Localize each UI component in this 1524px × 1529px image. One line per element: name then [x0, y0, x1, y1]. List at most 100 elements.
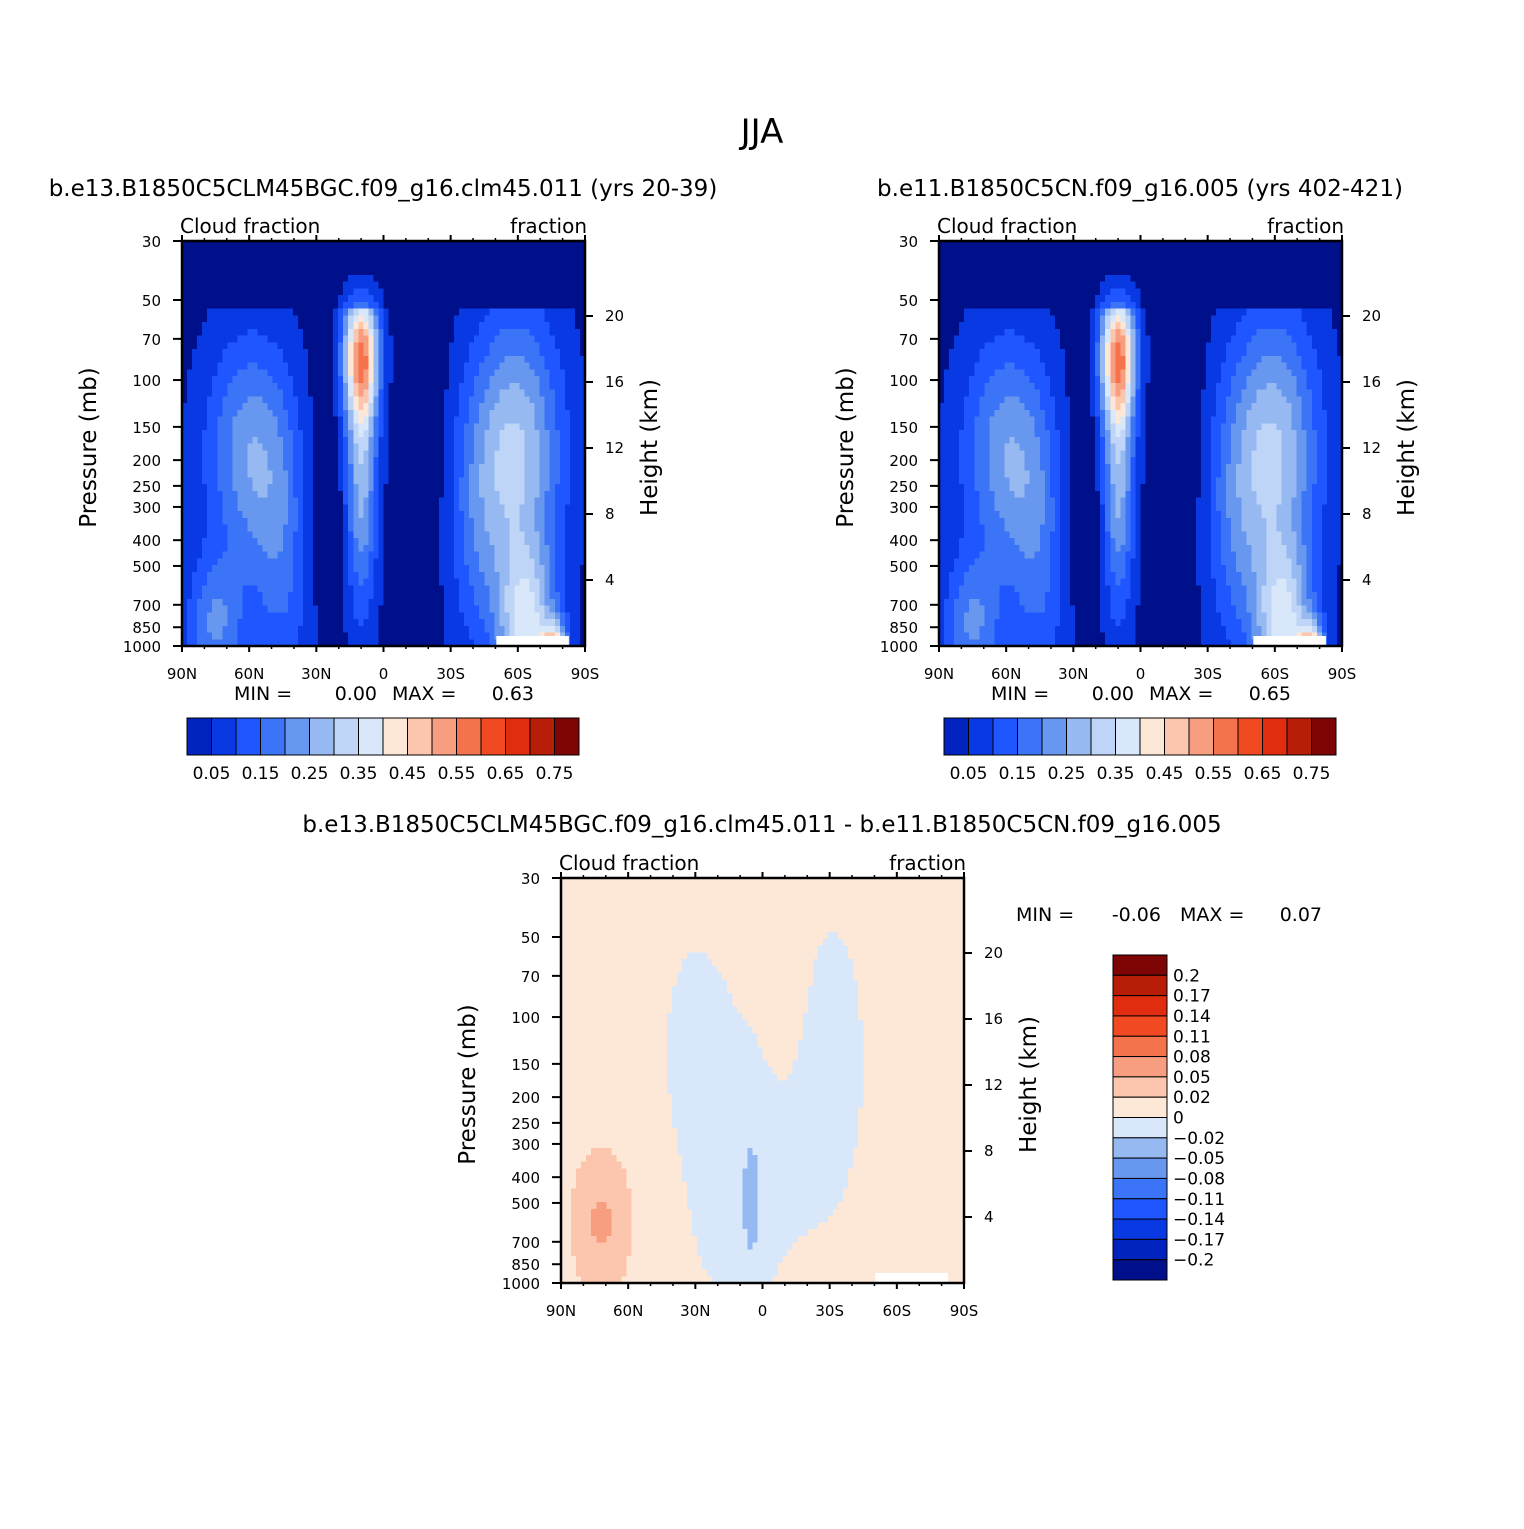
contour-cell	[449, 471, 455, 478]
contour-cell	[414, 545, 420, 552]
contour-cell	[499, 612, 505, 619]
contour-cell	[242, 633, 248, 640]
colorbar-box	[457, 718, 482, 755]
contour-cell	[424, 579, 430, 586]
contour-cell	[298, 552, 304, 559]
contour-cell	[227, 552, 233, 559]
contour-cell	[313, 430, 319, 437]
contour-cell	[540, 423, 546, 430]
contour-cell	[253, 315, 259, 322]
contour-cell	[429, 261, 435, 268]
contour-cell	[489, 572, 495, 579]
contour-cell	[384, 423, 390, 430]
contour-cell	[545, 309, 551, 316]
contour-cell	[384, 417, 390, 424]
contour-cell	[293, 268, 299, 275]
contour-cell	[207, 295, 213, 302]
contour-cell	[268, 336, 274, 343]
contour-cell	[525, 423, 531, 430]
contour-cell	[489, 309, 495, 316]
contour-cell	[328, 450, 334, 457]
contour-cell	[489, 585, 495, 592]
contour-cell	[323, 437, 329, 444]
contour-cell	[298, 309, 304, 316]
contour-cell	[283, 525, 289, 532]
contour-cell	[530, 383, 536, 390]
contour-cell	[454, 363, 460, 370]
contour-cell	[298, 599, 304, 606]
contour-cell	[227, 417, 233, 424]
contour-cell	[273, 538, 279, 545]
contour-cell	[242, 498, 248, 505]
contour-cell	[439, 248, 445, 255]
contour-cell	[187, 619, 193, 626]
contour-cell	[469, 484, 475, 491]
contour-cell	[318, 396, 324, 403]
contour-cell	[449, 437, 455, 444]
contour-cell	[268, 315, 274, 322]
contour-cell	[197, 248, 203, 255]
contour-cell	[474, 275, 480, 282]
contour-cell	[308, 518, 314, 525]
contour-cell	[459, 363, 465, 370]
contour-cell	[333, 336, 339, 343]
contour-cell	[474, 336, 480, 343]
contour-cell	[253, 268, 259, 275]
contour-cell	[439, 255, 445, 262]
contour-cell	[545, 498, 551, 505]
contour-cell	[434, 322, 440, 329]
contour-cell	[273, 275, 279, 282]
contour-cell	[358, 403, 364, 410]
contour-cell	[474, 531, 480, 538]
contour-cell	[535, 423, 541, 430]
contour-cell	[439, 592, 445, 599]
contour-cell	[434, 538, 440, 545]
contour-cell	[268, 504, 274, 511]
contour-cell	[338, 612, 344, 619]
contour-cell	[530, 498, 536, 505]
contour-cell	[202, 390, 208, 397]
contour-cell	[202, 261, 208, 268]
contour-cell	[459, 309, 465, 316]
contour-cell	[545, 383, 551, 390]
contour-cell	[424, 437, 430, 444]
contour-cell	[555, 275, 561, 282]
contour-cell	[278, 288, 284, 295]
contour-cell	[545, 322, 551, 329]
contour-cell	[313, 356, 319, 363]
contour-cell	[409, 268, 415, 275]
contour-cell	[197, 423, 203, 430]
contour-cell	[504, 565, 510, 572]
contour-cell	[499, 336, 505, 343]
contour-cell	[192, 288, 198, 295]
contour-cell	[530, 491, 536, 498]
contour-cell	[454, 619, 460, 626]
contour-cell	[263, 545, 269, 552]
contour-cell	[509, 430, 515, 437]
contour-cell	[469, 585, 475, 592]
contour-cell	[333, 504, 339, 511]
contour-cell	[439, 464, 445, 471]
contour-cell	[202, 275, 208, 282]
contour-cell	[237, 383, 243, 390]
contour-cell	[404, 612, 410, 619]
contour-cell	[373, 444, 379, 451]
contour-cell	[409, 626, 415, 633]
contour-cell	[232, 444, 238, 451]
contour-cell	[484, 626, 490, 633]
contour-cell	[429, 484, 435, 491]
contour-cell	[479, 396, 485, 403]
contour-cell	[293, 430, 299, 437]
contour-cell	[278, 612, 284, 619]
contour-cell	[358, 531, 364, 538]
contour-cell	[545, 342, 551, 349]
contour-cell	[207, 504, 213, 511]
contour-cell	[459, 430, 465, 437]
contour-cell	[499, 606, 505, 613]
contour-cell	[192, 592, 198, 599]
contour-cell	[328, 288, 334, 295]
contour-cell	[348, 585, 354, 592]
contour-cell	[499, 444, 505, 451]
contour-cell	[278, 248, 284, 255]
contour-cell	[560, 477, 566, 484]
